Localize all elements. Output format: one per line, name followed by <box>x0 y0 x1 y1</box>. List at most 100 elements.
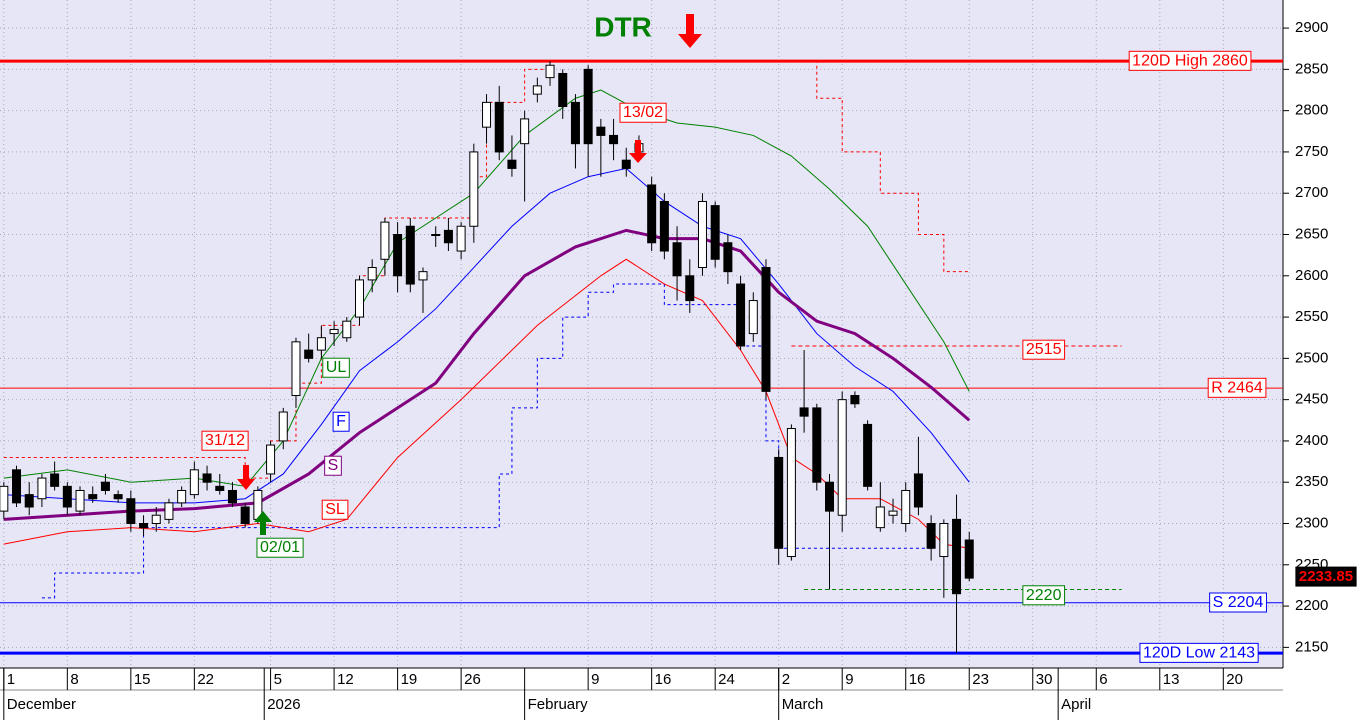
month-label: March <box>782 696 824 713</box>
candle-body <box>850 395 860 405</box>
candle-body <box>621 159 631 169</box>
candle-body <box>570 101 580 145</box>
candle-body <box>266 444 276 475</box>
candle-body <box>443 229 453 244</box>
y-tick-label: 2650 <box>1295 225 1328 242</box>
annotation-box <box>201 430 249 451</box>
y-tick-label: 2750 <box>1295 143 1328 160</box>
candle-body <box>786 428 796 558</box>
x-tick-label: 12 <box>337 671 354 688</box>
candle-body <box>469 151 479 227</box>
x-tick-label: 8 <box>70 671 78 688</box>
x-tick-label: 2 <box>782 671 790 688</box>
candle-body <box>12 469 22 504</box>
series-label: UL <box>326 359 347 376</box>
candle-body <box>520 118 530 145</box>
candle-body <box>609 134 619 145</box>
level-label: 120D High 2860 <box>1132 52 1248 69</box>
candle-body <box>177 489 187 504</box>
y-tick-label: 2150 <box>1295 638 1328 655</box>
candle-body <box>736 283 746 347</box>
indicator-line <box>3 258 970 549</box>
level-label-box <box>1128 50 1252 71</box>
x-tick-label: 23 <box>972 671 989 688</box>
arrow-down <box>678 14 702 48</box>
candle-body <box>316 337 326 351</box>
last-price: 2233.85 <box>1299 568 1353 585</box>
candle-body <box>342 320 352 339</box>
candle-body <box>126 498 136 525</box>
level-label: 120D Low 2143 <box>1143 644 1255 661</box>
candle-body <box>62 485 72 508</box>
annotation: 02/01 <box>260 539 300 556</box>
candle-body <box>431 234 441 237</box>
candle-body <box>291 341 301 397</box>
candle-body <box>875 506 885 529</box>
arrow-down <box>629 140 647 163</box>
level-value-label: 2220 <box>1026 587 1062 604</box>
x-tick-label: 15 <box>134 671 151 688</box>
candle-body <box>240 506 250 525</box>
series-label-box <box>324 455 342 476</box>
candle-body <box>748 300 758 335</box>
candle-body <box>558 72 568 108</box>
candle-body <box>837 399 847 516</box>
y-tick-label: 2600 <box>1295 267 1328 284</box>
candle-body <box>418 271 428 281</box>
candle-body <box>456 225 466 252</box>
y-tick-label: 2450 <box>1295 391 1328 408</box>
x-tick-label: 16 <box>655 671 672 688</box>
candle-body <box>139 523 149 529</box>
annotation: 13/02 <box>623 104 663 121</box>
candle-body <box>37 477 47 500</box>
candle-body <box>659 200 669 252</box>
level-label-box <box>1207 377 1267 398</box>
level-label-box <box>1209 592 1267 613</box>
indicator-line <box>3 228 971 521</box>
x-tick-label: 1 <box>7 671 15 688</box>
candle-body <box>774 456 784 549</box>
candle-body <box>50 473 60 487</box>
level-label-box <box>1139 642 1259 663</box>
candle-body <box>354 279 364 318</box>
x-tick-label: 26 <box>464 671 481 688</box>
x-tick-label: 30 <box>1036 671 1053 688</box>
stop-line <box>791 60 970 273</box>
x-tick-label: 5 <box>274 671 282 688</box>
candle-body <box>939 523 949 558</box>
level-label: S 2204 <box>1213 594 1264 611</box>
candle-body <box>278 411 288 442</box>
series-label: SL <box>325 501 345 518</box>
level-label: R 2464 <box>1211 379 1263 396</box>
candle-body <box>304 349 314 359</box>
last-price-box <box>1295 566 1357 587</box>
candle-body <box>494 101 504 153</box>
x-tick-label: 9 <box>591 671 599 688</box>
candle-body <box>202 473 212 483</box>
candle-body <box>723 242 733 273</box>
candle-body <box>532 85 542 95</box>
y-tick-label: 2350 <box>1295 473 1328 490</box>
month-label: February <box>528 696 589 713</box>
candle-body <box>405 225 415 285</box>
x-tick-label: 6 <box>1099 671 1107 688</box>
candle-body <box>596 126 606 136</box>
candle-body <box>685 275 695 302</box>
level-value-label: 2515 <box>1026 341 1062 358</box>
x-tick-label: 24 <box>718 671 735 688</box>
x-tick-label: 16 <box>909 671 926 688</box>
series-label: F <box>336 413 346 430</box>
candle-body <box>393 234 403 277</box>
candle-body <box>0 485 9 512</box>
series-label: S <box>328 457 339 474</box>
x-tick-label: 22 <box>197 671 214 688</box>
y-tick-label: 2850 <box>1295 60 1328 77</box>
candle-body <box>926 523 936 549</box>
candle-body <box>88 494 98 500</box>
candle-body <box>507 159 517 169</box>
annotation-box <box>619 102 667 123</box>
candle-body <box>367 267 377 281</box>
y-tick-label: 2700 <box>1295 184 1328 201</box>
annotation-box <box>256 537 304 558</box>
